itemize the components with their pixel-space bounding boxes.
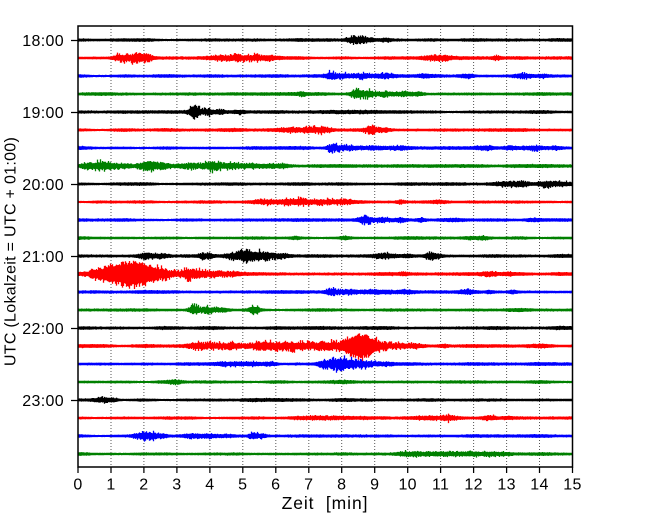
svg-text:18:00: 18:00 — [22, 33, 64, 50]
svg-text:1: 1 — [106, 477, 115, 494]
svg-text:2: 2 — [139, 477, 148, 494]
svg-text:UTC (Lokalzeit = UTC + 01:00): UTC (Lokalzeit = UTC + 01:00) — [3, 137, 20, 366]
svg-text:5: 5 — [238, 477, 247, 494]
svg-text:12: 12 — [464, 477, 483, 494]
svg-text:3: 3 — [172, 477, 181, 494]
svg-text:22:00: 22:00 — [22, 321, 64, 338]
svg-text:7: 7 — [304, 477, 313, 494]
svg-text:23:00: 23:00 — [22, 393, 64, 410]
svg-text:15: 15 — [563, 477, 582, 494]
svg-text:13: 13 — [497, 477, 516, 494]
svg-text:4: 4 — [205, 477, 214, 494]
svg-text:11: 11 — [432, 477, 449, 494]
svg-text:21:00: 21:00 — [22, 249, 64, 266]
svg-text:19:00: 19:00 — [22, 105, 64, 122]
svg-text:Zeit [min]: Zeit [min] — [282, 493, 369, 513]
svg-text:8: 8 — [337, 477, 346, 494]
svg-text:10: 10 — [398, 477, 417, 494]
svg-text:0: 0 — [73, 477, 82, 494]
svg-text:6: 6 — [271, 477, 280, 494]
svg-text:9: 9 — [370, 477, 379, 494]
svg-text:20:00: 20:00 — [22, 177, 64, 194]
svg-text:14: 14 — [530, 477, 549, 494]
